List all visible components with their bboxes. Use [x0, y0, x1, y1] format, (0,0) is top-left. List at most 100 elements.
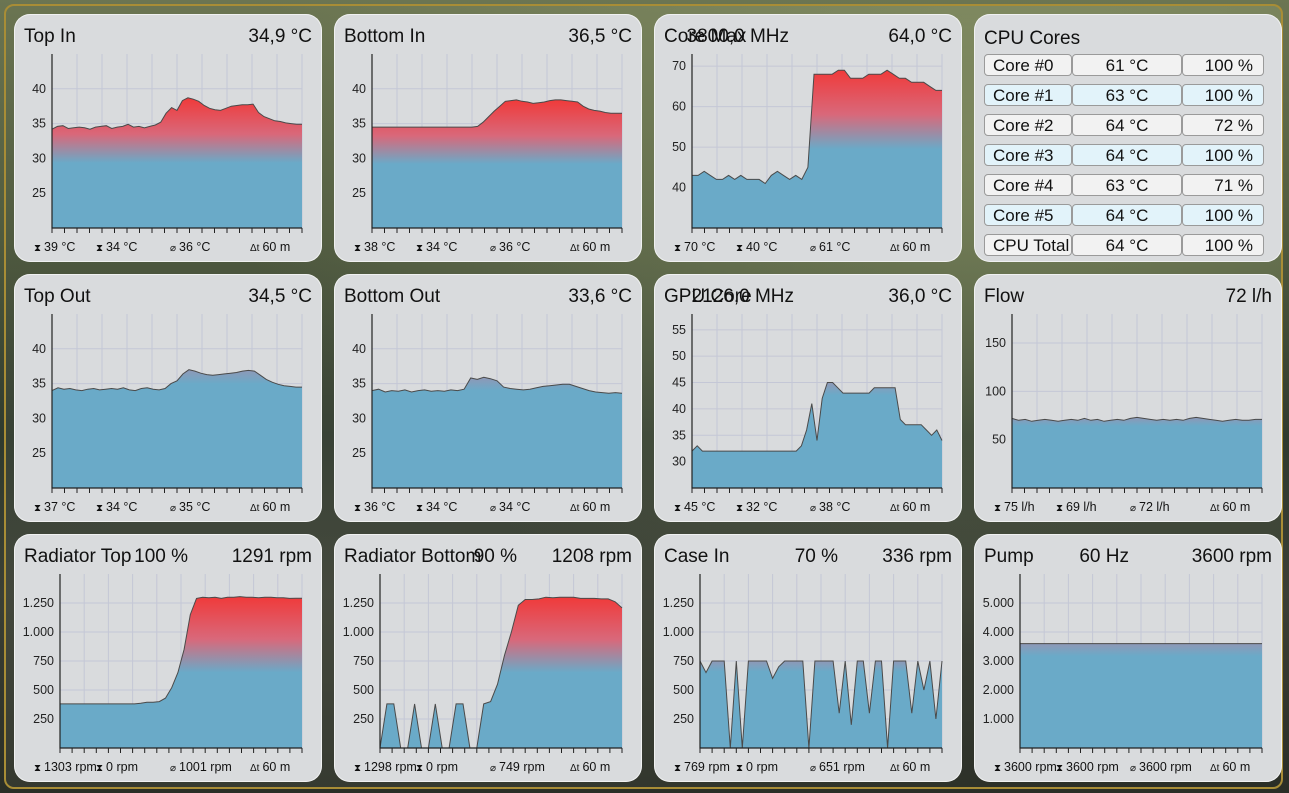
gpu-core-ytick: 35	[672, 428, 686, 442]
case-in-stat-min: ⧗ 0 rpm	[736, 760, 778, 774]
bottom-in-panel: Bottom In 36,5 °C 40 35 30 25 ⧗ 38 °C ⧗ 34 °C ⌀ 36 …	[334, 14, 642, 262]
bottom-in-stats: ⧗ 38 °C ⧗ 34 °C ⌀ 36 °C Δt 60 m	[334, 240, 642, 256]
radiator-bottom-stat-max: ⧗ 1298 rpm	[354, 760, 417, 774]
case-in-stat-avg-value: 651 rpm	[819, 760, 865, 774]
case-in-panel: Case In 70 % 336 rpm 1.250 1.000 750 500 250 ⧗ 76…	[654, 534, 962, 782]
radiator-top-stat-min-value: 0 rpm	[106, 760, 138, 774]
radiator-top-ytick: 500	[33, 683, 54, 697]
radiator-bottom-stat-span-value: 60 m	[582, 760, 611, 774]
top-in-chart: 40 35 30 25	[32, 54, 303, 233]
cpu-core-load: 72 %	[1182, 114, 1264, 136]
top-out-stat-min: ⧗ 34 °C	[96, 500, 137, 514]
radiator-top-stat-span-value: 60 m	[262, 760, 291, 774]
bottom-in-ytick: 30	[352, 151, 366, 165]
flow-value-0: 72 l/h	[1225, 286, 1272, 307]
flow-area	[1012, 417, 1262, 488]
pump-stat-max: ⧗ 3600 rpm	[994, 760, 1057, 774]
bottom-out-stat-avg-value: 34 °C	[499, 500, 531, 514]
radiator-top-stat-avg: ⌀ 1001 rpm	[170, 760, 232, 774]
case-in-ytick: 500	[673, 683, 694, 697]
radiator-bottom-chart: 1.250 1.000 750 500 250	[343, 574, 623, 753]
gpu-core-stat-span-value: 60 m	[902, 500, 931, 514]
radiator-top-stat-span: Δt 60 m	[250, 760, 290, 774]
flow-stat-min: ⧗ 69 l/h	[1056, 500, 1097, 514]
pump-chart: 5.000 4.000 3.000 2.000 1.000	[983, 574, 1263, 753]
cpu-core-name: Core #4	[984, 174, 1072, 196]
gpu-core-stat-avg: ⌀ 38 °C	[810, 500, 850, 514]
top-in-ytick: 30	[32, 151, 46, 165]
core-max-ytick: 60	[672, 100, 686, 114]
case-in-chart: 1.250 1.000 750 500 250	[663, 574, 943, 753]
average-icon: ⌀	[170, 243, 177, 254]
radiator-top-ytick: 1.000	[23, 625, 54, 639]
radiator-top-stat-max-value: 1303 rpm	[44, 760, 97, 774]
bottom-in-stat-avg: ⌀ 36 °C	[490, 240, 530, 254]
average-icon: ⌀	[810, 763, 817, 774]
bottom-out-ytick: 35	[352, 377, 366, 391]
cpu-core-temp: 64 °C	[1072, 114, 1182, 136]
bottom-out-stat-min: ⧗ 34 °C	[416, 500, 457, 514]
core-max-stat-max: ⧗ 70 °C	[674, 240, 715, 254]
timespan-icon: Δt	[570, 763, 580, 774]
radiator-bottom-ytick: 750	[353, 654, 374, 668]
case-in-title: Case In	[664, 546, 730, 567]
top-in-title: Top In	[24, 26, 76, 47]
gpu-core-stat-avg-value: 38 °C	[819, 500, 851, 514]
gpu-core-stat-max: ⧗ 45 °C	[674, 500, 715, 514]
cpu-core-row: Core #0 61 °C 100 %	[984, 54, 1264, 78]
top-out-stat-min-value: 34 °C	[106, 500, 138, 514]
top-in-stat-min-value: 34 °C	[106, 240, 138, 254]
gpu-core-area	[692, 382, 942, 488]
average-icon: ⌀	[810, 243, 817, 254]
timespan-icon: Δt	[890, 243, 900, 254]
bottom-out-stat-min-value: 34 °C	[426, 500, 458, 514]
cpu-cores-panel: CPU Cores Core #0 61 °C 100 % Core #1 63 °C 10…	[974, 14, 1282, 262]
bottom-in-stat-max: ⧗ 38 °C	[354, 240, 395, 254]
gpu-core-value-1: 36,0 °C	[888, 286, 952, 307]
top-in-area	[52, 97, 302, 228]
min-hourglass-icon: ⧗	[736, 243, 744, 254]
bottom-out-value-0: 33,6 °C	[568, 286, 632, 307]
cpu-core-load: 71 %	[1182, 174, 1264, 196]
pump-area	[1020, 643, 1262, 748]
radiator-bottom-stat-avg-value: 749 rpm	[499, 760, 545, 774]
flow-stat-avg-value: 72 l/h	[1139, 500, 1170, 514]
cpu-core-load: 100 %	[1182, 204, 1264, 226]
timespan-icon: Δt	[570, 243, 580, 254]
bottom-in-chart: 40 35 30 25	[352, 54, 623, 233]
case-in-ytick: 1.000	[663, 625, 694, 639]
case-in-stat-span: Δt 60 m	[890, 760, 930, 774]
bottom-out-chart: 40 35 30 25	[352, 314, 623, 493]
case-in-ytick: 250	[673, 712, 694, 726]
bottom-in-stat-max-value: 38 °C	[364, 240, 396, 254]
top-in-stat-avg-value: 36 °C	[179, 240, 211, 254]
gpu-core-stat-min: ⧗ 32 °C	[736, 500, 777, 514]
bottom-out-stat-span-value: 60 m	[582, 500, 611, 514]
flow-stat-max: ⧗ 75 l/h	[994, 500, 1035, 514]
gpu-core-stat-min-value: 32 °C	[746, 500, 778, 514]
top-out-value-0: 34,5 °C	[248, 286, 312, 307]
radiator-top-stat-max: ⧗ 1303 rpm	[34, 760, 97, 774]
cpu-core-load: 100 %	[1182, 84, 1264, 106]
flow-title: Flow	[984, 286, 1025, 307]
gpu-core-ytick: 50	[672, 349, 686, 363]
timespan-icon: Δt	[1210, 503, 1220, 514]
timespan-icon: Δt	[250, 503, 260, 514]
cpu-core-load: 100 %	[1182, 54, 1264, 76]
timespan-icon: Δt	[570, 503, 580, 514]
radiator-bottom-ytick: 1.250	[343, 596, 374, 610]
top-in-stat-min: ⧗ 34 °C	[96, 240, 137, 254]
average-icon: ⌀	[170, 503, 177, 514]
top-in-value-0: 34,9 °C	[248, 26, 312, 47]
top-in-ytick: 25	[32, 186, 46, 200]
top-out-ytick: 40	[32, 342, 46, 356]
pump-ytick: 5.000	[983, 596, 1014, 610]
radiator-top-value-0: 100 %	[134, 546, 188, 567]
top-out-area	[52, 369, 302, 488]
top-out-stat-span: Δt 60 m	[250, 500, 290, 514]
top-out-ytick: 30	[32, 411, 46, 425]
bottom-out-stat-span: Δt 60 m	[570, 500, 610, 514]
bottom-in-ytick: 35	[352, 117, 366, 131]
flow-line	[1011, 416, 1262, 422]
core-max-panel: Core Max 3800,0 MHz 64,0 °C 70 60 50 40 ⧗ 70 °C ⧗…	[654, 14, 962, 262]
